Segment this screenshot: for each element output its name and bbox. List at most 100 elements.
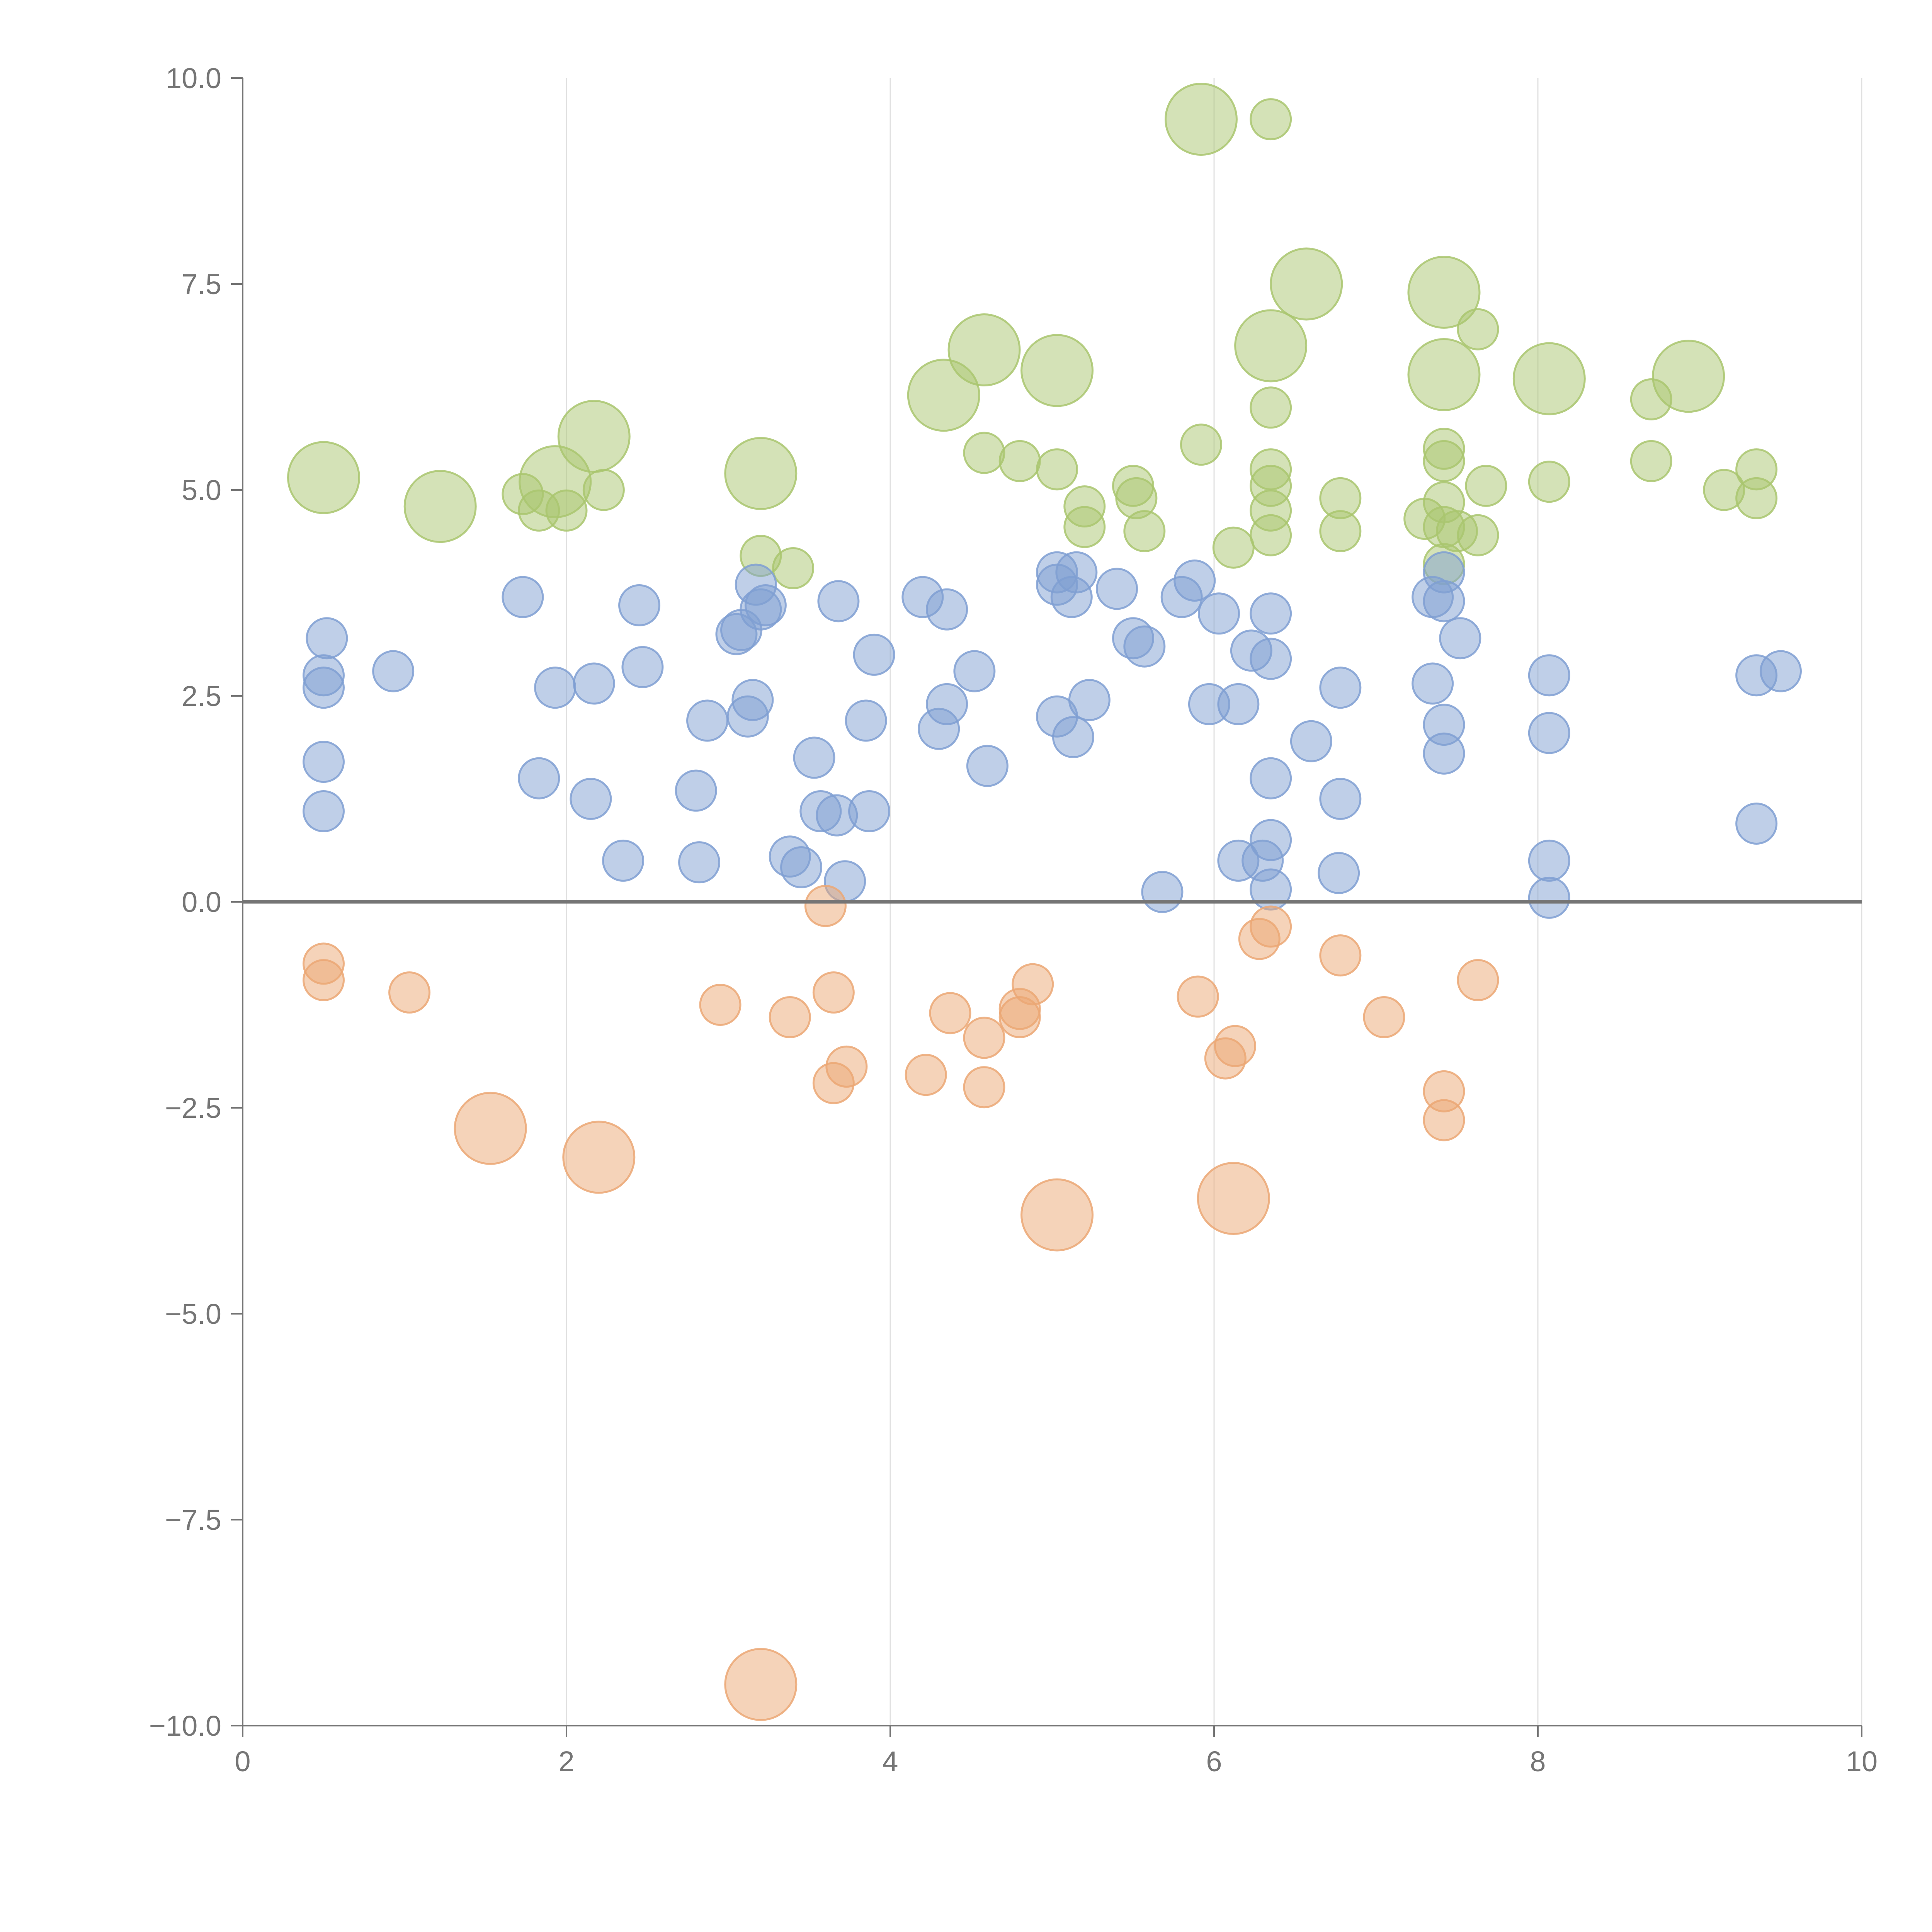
data-point-orange [303,959,345,1002]
data-point-orange [1250,905,1292,948]
data-point-orange [825,1045,868,1088]
y-tick-label: −7.5 [165,1504,221,1536]
x-tick-label: 0 [235,1745,250,1777]
data-point-green [1212,526,1255,569]
data-point-blue [1760,650,1802,692]
data-point-orange [804,885,847,927]
data-point-green [1270,247,1343,321]
data-point-blue [1528,876,1570,919]
data-points [287,83,1802,1721]
data-point-blue [1319,778,1362,820]
data-point-blue [1439,617,1481,660]
data-point-blue [502,576,544,618]
data-point-green [1512,342,1586,415]
y-tick-label: 7.5 [182,268,221,300]
data-point-blue [1735,802,1778,845]
data-point-blue [573,662,615,705]
data-point-blue [1423,732,1465,775]
y-tick-label: −2.5 [165,1092,221,1124]
data-point-orange [1319,934,1362,977]
data-point-green [724,437,798,510]
data-point-blue [1173,560,1216,602]
y-tick-label: −5.0 [165,1298,221,1330]
data-point-blue [853,633,895,676]
data-point-orange [1012,963,1054,1005]
data-point-green [1407,255,1481,329]
x-tick-label: 6 [1206,1745,1222,1777]
data-point-green [1180,423,1222,466]
data-point-blue [303,790,345,832]
x-tick-label: 10 [1846,1745,1878,1777]
data-point-blue [621,646,664,688]
data-point-blue [1250,819,1292,861]
data-point-orange [724,1648,798,1721]
data-point-blue [1412,662,1454,705]
data-point-blue [602,839,645,882]
x-tick-label: 2 [558,1745,574,1777]
data-point-blue [686,699,729,742]
y-tick-label: −10.0 [149,1710,221,1742]
data-point-green [1423,440,1465,482]
data-point-green [1250,514,1292,556]
data-point-green [1020,334,1094,407]
data-point-blue [744,584,787,626]
data-point-blue [793,736,835,779]
data-point-blue [848,790,891,832]
data-point-green [545,489,588,532]
data-point-green [1063,506,1106,548]
data-point-blue [817,580,860,622]
data-point-blue [303,741,345,783]
data-point-blue [1423,580,1465,622]
data-point-green [403,470,477,543]
data-point-orange [1197,1162,1270,1235]
y-tick-label: 5.0 [182,474,221,506]
data-point-green [1250,386,1292,429]
data-point-blue [1052,716,1094,759]
data-point-blue [926,588,968,631]
data-point-blue [1250,638,1292,680]
data-point-orange [1423,1099,1465,1141]
data-point-green [1630,440,1672,482]
data-point-orange [388,971,431,1014]
data-point-orange [1214,1025,1256,1067]
data-point-green [1457,514,1499,556]
data-point-green [998,440,1041,482]
data-point-orange [905,1054,947,1096]
data-point-blue [966,745,1009,787]
data-point-blue [675,769,717,812]
data-point-orange [454,1092,527,1165]
data-point-blue [845,699,887,742]
y-tick-label: 2.5 [182,680,221,712]
data-point-blue [780,846,823,888]
data-point-green [582,469,625,511]
data-point-green [1123,510,1166,553]
data-point-blue [1096,568,1138,610]
data-point-blue [1250,757,1292,799]
data-point-orange [1363,996,1405,1038]
x-tick-label: 4 [882,1745,898,1777]
data-point-blue [678,841,721,884]
data-point-blue [303,667,345,709]
data-point-blue [570,778,612,820]
data-point-blue [1290,720,1332,762]
data-point-blue [926,683,968,725]
data-point-green [907,359,980,432]
data-point-green [1735,477,1778,519]
data-point-orange [1177,975,1219,1018]
data-point-green [1407,338,1481,412]
y-tick-label: 10.0 [166,62,221,94]
data-point-green [1234,309,1308,383]
data-point-blue [1123,625,1166,668]
data-point-blue [534,667,577,709]
data-point-blue [1318,852,1360,894]
data-point-green [287,441,360,514]
data-point-green [1250,98,1292,141]
data-point-green [1465,464,1507,507]
data-point-blue [1068,679,1111,721]
data-point-orange [769,996,811,1038]
data-point-blue [1528,839,1570,882]
data-point-blue [1250,592,1292,635]
data-point-blue [372,650,415,692]
data-point-green [1036,448,1078,491]
data-point-green [1164,83,1238,156]
